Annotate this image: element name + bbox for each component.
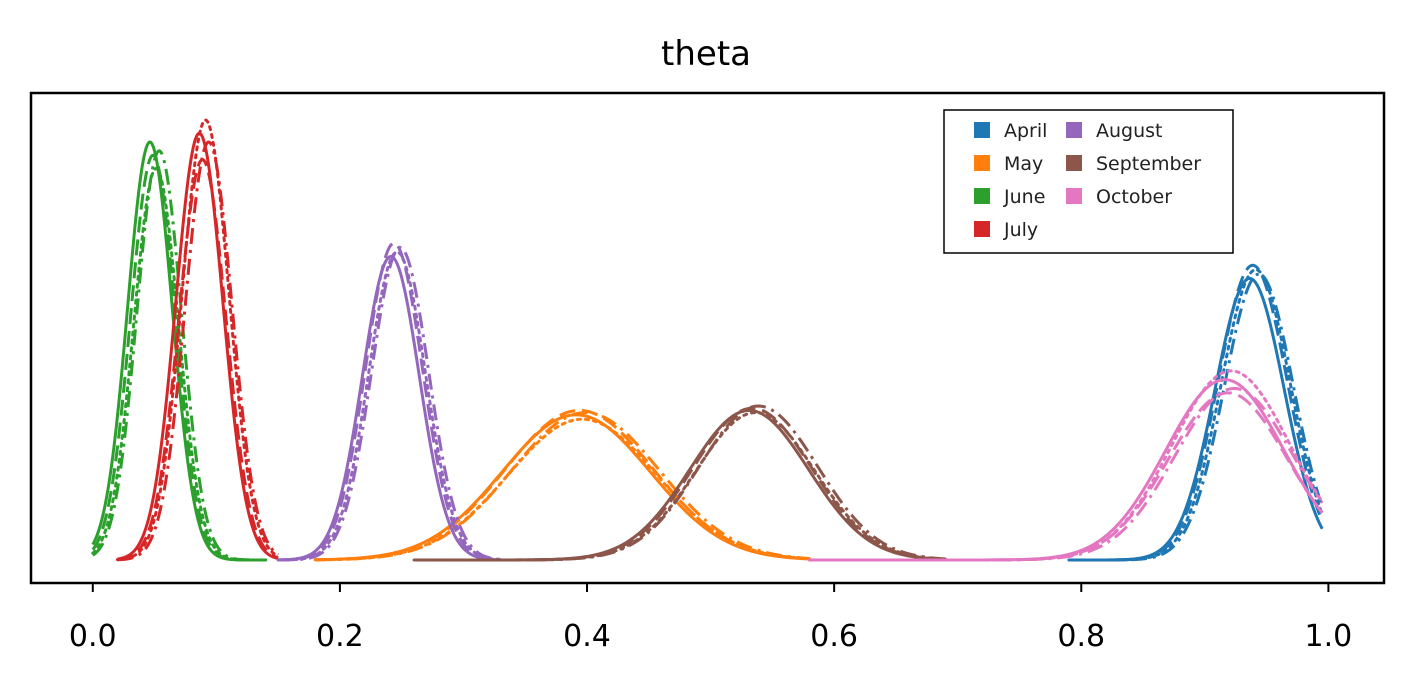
chart-title: theta — [661, 34, 751, 74]
series-line-october-dashdot — [809, 386, 1324, 562]
legend-swatch-september — [1066, 155, 1082, 171]
series-line-may-solid — [315, 413, 810, 562]
plot-lines — [91, 118, 1324, 562]
series-line-july-dotted — [115, 118, 280, 562]
series-line-august-dotted — [276, 250, 503, 562]
legend-label-july: July — [1003, 219, 1038, 241]
series-line-april-dotted — [1067, 268, 1324, 562]
series-line-august-solid — [278, 254, 501, 562]
legend-label-may: May — [1004, 153, 1043, 175]
legend-swatch-october — [1066, 188, 1082, 204]
x-tick-label: 0.6 — [810, 619, 858, 654]
series-line-july-dashdot — [117, 140, 279, 562]
x-axis: 0.0 0.2 0.4 0.6 0.8 1.0 — [69, 583, 1352, 654]
legend: April May June July August September October — [943, 109, 1234, 254]
series-line-april-solid — [1068, 276, 1324, 562]
series-line-april-dashed — [1068, 263, 1324, 562]
series-line-october-solid — [809, 378, 1324, 562]
legend-label-august: August — [1096, 120, 1163, 142]
series-line-october-dashed — [809, 391, 1324, 562]
series-line-april-dashdot — [1068, 272, 1324, 562]
series-line-may-dashed — [315, 408, 810, 562]
series-line-september-dashdot — [414, 404, 946, 562]
series-line-july-solid — [117, 131, 279, 561]
series-line-august-dashed — [278, 241, 501, 562]
series-line-june-dashdot — [91, 149, 266, 562]
x-tick-label: 0.2 — [316, 619, 364, 654]
legend-swatch-april — [974, 122, 990, 138]
x-tick-label: 0.8 — [1057, 619, 1105, 654]
legend-swatch-june — [974, 188, 990, 204]
legend-label-october: October — [1096, 186, 1172, 208]
x-tick-label: 0.4 — [563, 619, 611, 654]
x-tick-label: 0.0 — [69, 619, 117, 654]
series-line-may-dotted — [313, 417, 811, 562]
series-line-july-dashed — [117, 157, 279, 561]
legend-swatch-august — [1066, 122, 1082, 138]
legend-box — [943, 109, 1234, 254]
legend-swatch-may — [974, 155, 990, 171]
series-line-august-dashdot — [278, 246, 501, 562]
legend-swatch-july — [974, 221, 990, 237]
plot-frame — [29, 91, 1386, 585]
legend-label-september: September — [1096, 153, 1201, 175]
x-tick-label: 1.0 — [1305, 619, 1353, 654]
series-line-may-dashdot — [315, 411, 810, 562]
series-line-september-solid — [414, 408, 946, 562]
legend-label-april: April — [1004, 120, 1047, 142]
legend-label-june: June — [1003, 186, 1045, 208]
